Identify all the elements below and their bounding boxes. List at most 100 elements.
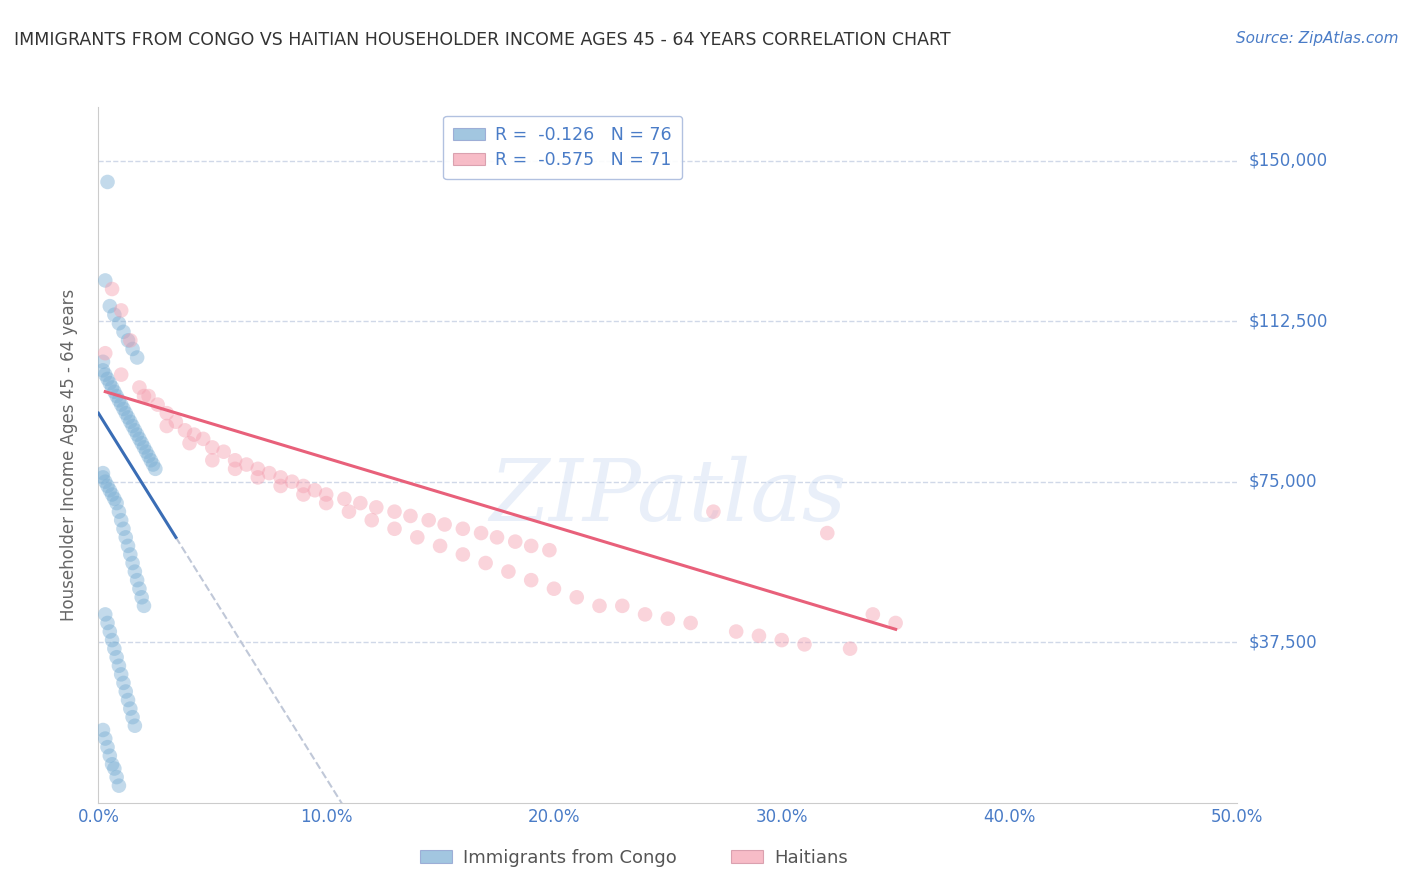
Point bbox=[543, 582, 565, 596]
Point bbox=[108, 505, 131, 519]
Point bbox=[114, 530, 136, 544]
Point bbox=[201, 453, 224, 467]
Point bbox=[120, 415, 142, 429]
Point bbox=[94, 475, 117, 489]
Point bbox=[418, 513, 440, 527]
Point bbox=[94, 273, 117, 287]
Point bbox=[120, 701, 142, 715]
Point bbox=[127, 351, 149, 365]
Point bbox=[725, 624, 748, 639]
Point bbox=[520, 539, 543, 553]
Point bbox=[384, 522, 406, 536]
Point bbox=[127, 427, 149, 442]
Point bbox=[702, 505, 724, 519]
Point bbox=[103, 384, 125, 399]
Point bbox=[105, 650, 128, 665]
Point bbox=[156, 419, 179, 434]
Point bbox=[304, 483, 326, 498]
Point bbox=[96, 372, 118, 386]
Point bbox=[474, 556, 496, 570]
Point bbox=[110, 667, 132, 681]
Point bbox=[634, 607, 657, 622]
Point bbox=[503, 534, 526, 549]
Text: IMMIGRANTS FROM CONGO VS HAITIAN HOUSEHOLDER INCOME AGES 45 - 64 YEARS CORRELATI: IMMIGRANTS FROM CONGO VS HAITIAN HOUSEHO… bbox=[14, 31, 950, 49]
Point bbox=[165, 415, 187, 429]
Point bbox=[748, 629, 770, 643]
Point bbox=[212, 444, 235, 458]
Point bbox=[110, 398, 132, 412]
Point bbox=[132, 389, 155, 403]
Point bbox=[108, 658, 131, 673]
Point bbox=[98, 299, 121, 313]
Point bbox=[406, 530, 429, 544]
Point bbox=[103, 308, 125, 322]
Point bbox=[565, 591, 588, 605]
Point bbox=[124, 565, 146, 579]
Point bbox=[110, 368, 132, 382]
Point bbox=[96, 615, 118, 630]
Point bbox=[224, 462, 246, 476]
Point bbox=[114, 684, 136, 698]
Point bbox=[139, 453, 162, 467]
Point bbox=[315, 496, 337, 510]
Point bbox=[108, 779, 131, 793]
Point bbox=[121, 556, 143, 570]
Point bbox=[132, 599, 155, 613]
Point bbox=[94, 346, 117, 360]
Point bbox=[96, 479, 118, 493]
Point bbox=[112, 325, 135, 339]
Point bbox=[124, 719, 146, 733]
Text: Source: ZipAtlas.com: Source: ZipAtlas.com bbox=[1236, 31, 1399, 46]
Point bbox=[101, 633, 124, 648]
Point bbox=[120, 334, 142, 348]
Point bbox=[124, 423, 146, 437]
Point bbox=[429, 539, 451, 553]
Point bbox=[433, 517, 456, 532]
Point bbox=[120, 548, 142, 562]
Point bbox=[101, 757, 124, 772]
Point bbox=[174, 423, 197, 437]
Point bbox=[135, 444, 157, 458]
Point bbox=[839, 641, 862, 656]
Point bbox=[384, 505, 406, 519]
Point bbox=[132, 441, 155, 455]
Text: $75,000: $75,000 bbox=[1249, 473, 1317, 491]
Point bbox=[98, 748, 121, 763]
Point bbox=[128, 432, 150, 446]
Point bbox=[451, 548, 474, 562]
Point bbox=[105, 770, 128, 784]
Point bbox=[138, 389, 160, 403]
Point bbox=[98, 483, 121, 498]
Point bbox=[793, 637, 815, 651]
Point bbox=[862, 607, 884, 622]
Point bbox=[315, 487, 337, 501]
Point bbox=[112, 676, 135, 690]
Point bbox=[156, 406, 179, 420]
Point bbox=[108, 316, 131, 330]
Point bbox=[91, 723, 114, 737]
Point bbox=[128, 582, 150, 596]
Point bbox=[281, 475, 304, 489]
Text: $150,000: $150,000 bbox=[1249, 152, 1327, 169]
Point bbox=[98, 376, 121, 391]
Point bbox=[128, 380, 150, 394]
Point bbox=[91, 466, 114, 480]
Point bbox=[337, 505, 360, 519]
Point bbox=[103, 641, 125, 656]
Point bbox=[770, 633, 793, 648]
Point bbox=[333, 491, 356, 506]
Point bbox=[470, 526, 492, 541]
Point bbox=[193, 432, 215, 446]
Point bbox=[366, 500, 388, 515]
Point bbox=[270, 470, 292, 484]
Point bbox=[270, 479, 292, 493]
Point bbox=[114, 406, 136, 420]
Point bbox=[246, 470, 269, 484]
Point bbox=[486, 530, 509, 544]
Point bbox=[108, 393, 131, 408]
Point bbox=[91, 363, 114, 377]
Point bbox=[91, 470, 114, 484]
Point bbox=[259, 466, 281, 480]
Point bbox=[399, 508, 422, 523]
Point bbox=[94, 368, 117, 382]
